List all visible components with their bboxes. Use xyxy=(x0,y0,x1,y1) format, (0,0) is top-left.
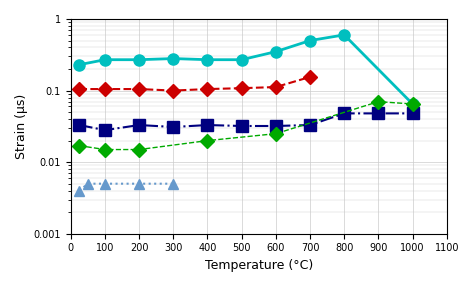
X-axis label: Temperature (°C): Temperature (°C) xyxy=(205,259,313,272)
Y-axis label: Strain (μs): Strain (μs) xyxy=(15,94,28,159)
